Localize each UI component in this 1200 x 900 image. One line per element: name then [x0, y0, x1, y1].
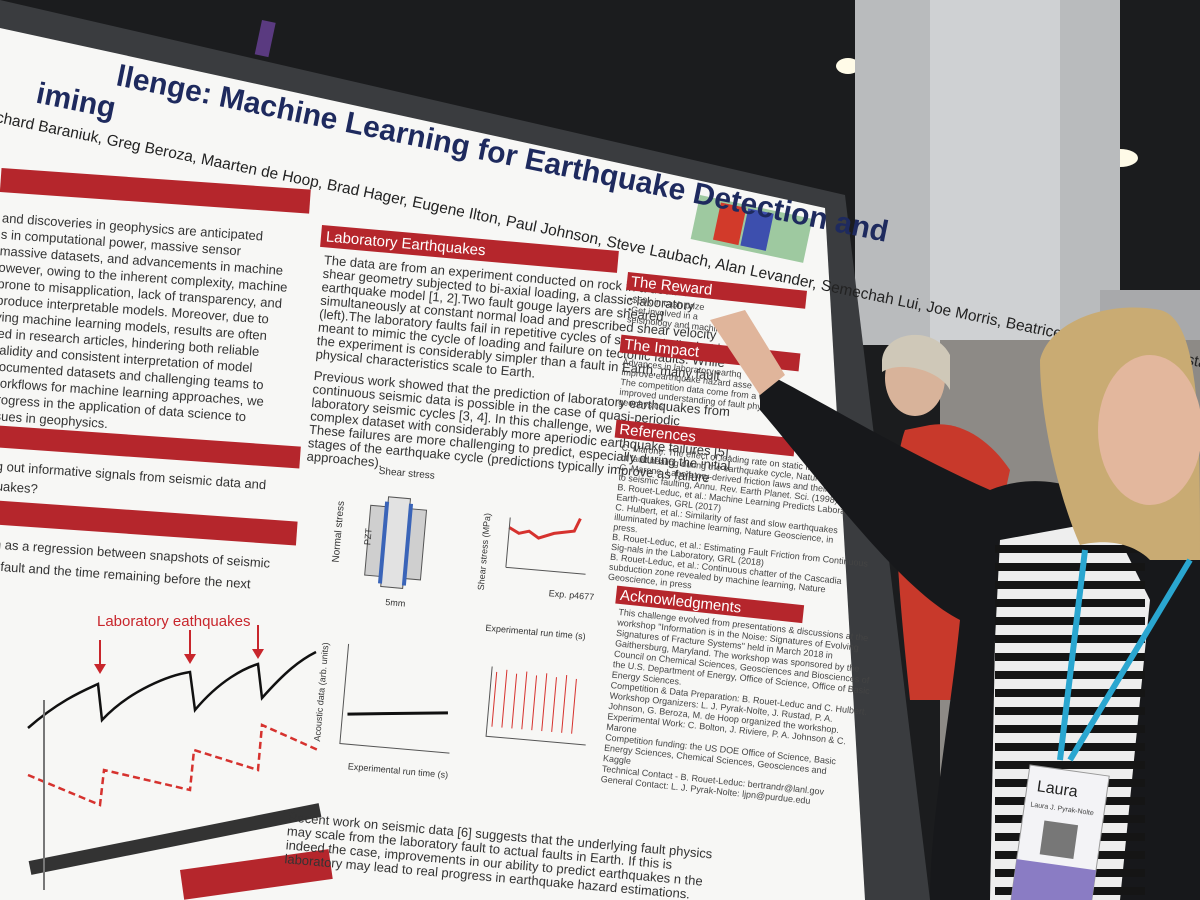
stress-curve	[27, 650, 317, 729]
stripe	[995, 599, 1145, 607]
text-line: ssues in geophysics.	[0, 408, 108, 431]
intro-text: and discoveries in geophysics are antici…	[0, 210, 288, 431]
lab-text: Recent work on seismic data [6] suggests…	[284, 809, 713, 900]
acoustic-signal	[28, 803, 322, 875]
stripe	[995, 635, 1145, 643]
badge-band	[1010, 859, 1097, 900]
header-image	[690, 195, 813, 263]
stress-record	[491, 669, 577, 734]
face	[1098, 355, 1200, 505]
figure-label: Normal stress	[331, 501, 347, 563]
section-header	[614, 419, 796, 457]
hand	[710, 310, 785, 395]
badge-name: Laura	[1036, 778, 1079, 801]
text-line: geophysics.	[618, 397, 666, 412]
section-header	[615, 585, 805, 624]
hair	[882, 334, 950, 390]
text-line: Marone	[606, 722, 637, 735]
section-header	[0, 499, 298, 546]
stripe	[995, 761, 1145, 769]
header-image-tile	[740, 208, 774, 251]
stress-record	[508, 517, 582, 540]
figure-label: Exp. p4677	[548, 588, 594, 602]
axis-line	[505, 517, 586, 575]
section-header	[626, 272, 808, 309]
pillar-face	[930, 0, 1060, 345]
ceiling-light	[836, 58, 860, 74]
section-header	[180, 849, 333, 900]
figure-label: Shear stress	[378, 466, 435, 482]
acoustic-record	[347, 711, 448, 716]
stripe	[995, 743, 1145, 751]
section-header	[0, 424, 301, 469]
poster	[0, 28, 865, 900]
presenter: Laura Laura J. Pyrak-Nolte	[710, 307, 1200, 900]
stripe	[995, 707, 1145, 715]
left-figure: Laboratory eathquakes	[27, 613, 333, 900]
header-image-tile	[712, 202, 747, 246]
gouge-layer	[377, 501, 390, 584]
text-line: Kaggle	[603, 753, 632, 766]
section-header	[0, 168, 311, 214]
figure-label: PZT	[362, 527, 373, 545]
figure-label: 5mm	[385, 597, 406, 609]
gouge-layer	[401, 503, 414, 586]
lanyard	[1057, 549, 1193, 762]
stripe	[995, 725, 1145, 733]
text-line: approaches).	[306, 449, 383, 471]
section-header	[320, 224, 619, 273]
axis-line	[485, 666, 586, 746]
stripe	[995, 563, 1145, 571]
stripe	[995, 545, 1145, 553]
time-curve	[27, 723, 319, 807]
stripe	[995, 617, 1145, 625]
qr-code	[1039, 820, 1079, 859]
question-text: -quakes?	[0, 478, 38, 497]
stripe	[995, 581, 1145, 589]
text-line: press.	[613, 522, 638, 535]
figure-label: Laboratory eathquakes	[97, 613, 250, 630]
axis-line	[339, 643, 450, 754]
ribbon	[254, 19, 276, 58]
